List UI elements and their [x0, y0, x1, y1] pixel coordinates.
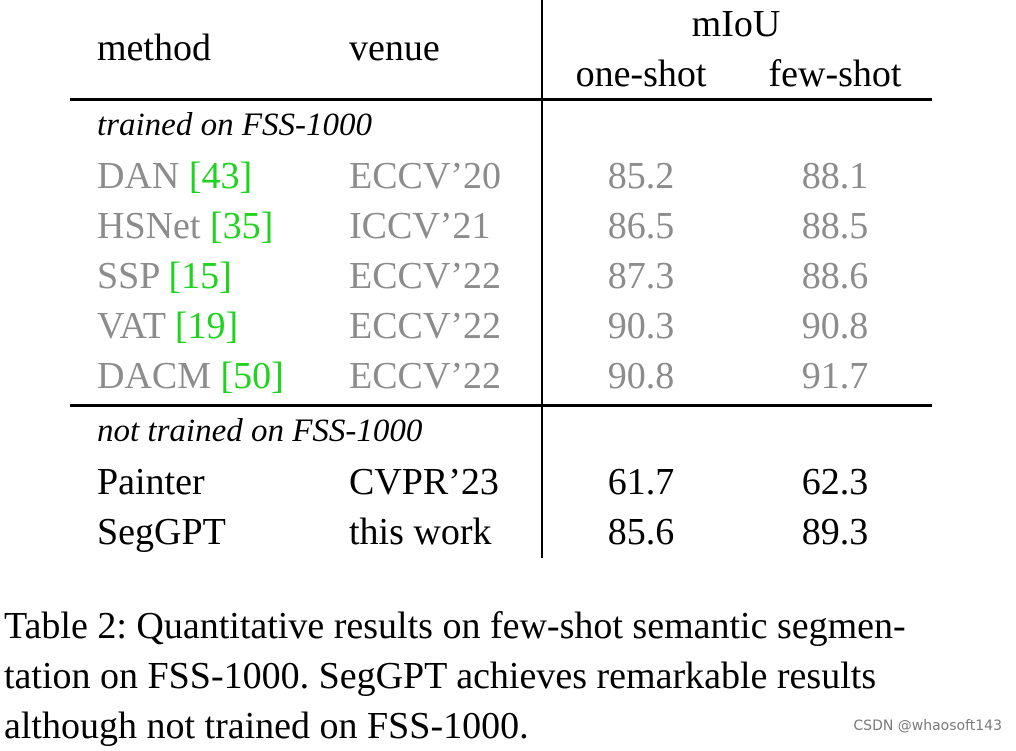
few-shot-cell: 88.1	[801, 155, 869, 197]
method-cell: Painter	[97, 461, 205, 503]
one-shot-cell: 86.5	[607, 205, 675, 247]
one-shot-cell: 61.7	[607, 461, 675, 503]
section-title-not-trained: not trained on FSS-1000	[97, 413, 423, 449]
venue-cell: CVPR’23	[349, 461, 499, 503]
method-name: VAT	[97, 305, 166, 347]
citation: [43]	[188, 155, 253, 197]
caption-line: although not trained on FSS-1000.	[4, 705, 529, 747]
method-name: DACM	[97, 355, 212, 397]
watermark: CSDN @whaosoft143	[853, 718, 1002, 734]
method-cell: SegGPT	[97, 511, 226, 553]
header-rule	[70, 98, 932, 101]
table-caption: Table 2: Quantitative results on few-sho…	[4, 601, 1014, 751]
header-miou: mIoU	[691, 3, 781, 45]
method-cell: DACM [50]	[97, 357, 284, 395]
venue-cell: ECCV’22	[349, 355, 501, 397]
method-cell: HSNet [35]	[97, 207, 273, 245]
method-name: SSP	[97, 255, 159, 297]
caption-line: Table 2: Quantitative results on few-sho…	[4, 605, 906, 647]
one-shot-cell: 85.6	[607, 511, 675, 553]
header-venue: venue	[349, 27, 440, 69]
few-shot-cell: 91.7	[801, 355, 869, 397]
method-cell: SSP [15]	[97, 257, 232, 295]
header-method: method	[97, 27, 211, 69]
method-name: HSNet	[97, 205, 201, 247]
venue-cell: ICCV’21	[349, 205, 491, 247]
venue-cell: ECCV’22	[349, 255, 501, 297]
venue-cell: ECCV’20	[349, 155, 501, 197]
caption-line: tation on FSS-1000. SegGPT achieves rema…	[4, 655, 877, 697]
header-one-shot: one-shot	[575, 53, 707, 95]
section-title-trained: trained on FSS-1000	[97, 107, 372, 143]
one-shot-cell: 85.2	[607, 155, 675, 197]
citation: [19]	[174, 305, 239, 347]
few-shot-cell: 89.3	[801, 511, 869, 553]
section-rule	[70, 404, 932, 407]
few-shot-cell: 90.8	[801, 305, 869, 347]
one-shot-cell: 87.3	[607, 255, 675, 297]
method-cell: DAN [43]	[97, 157, 252, 195]
few-shot-cell: 88.6	[801, 255, 869, 297]
one-shot-cell: 90.3	[607, 305, 675, 347]
citation: [50]	[220, 355, 284, 397]
venue-cell: ECCV’22	[349, 305, 501, 347]
vertical-rule	[541, 0, 543, 558]
one-shot-cell: 90.8	[607, 355, 675, 397]
citation: [35]	[209, 205, 274, 247]
method-name: DAN	[97, 155, 180, 197]
few-shot-cell: 88.5	[801, 205, 869, 247]
header-few-shot: few-shot	[768, 53, 902, 95]
method-cell: VAT [19]	[97, 307, 238, 345]
citation: [15]	[168, 255, 232, 297]
venue-cell: this work	[349, 511, 492, 553]
few-shot-cell: 62.3	[801, 461, 869, 503]
